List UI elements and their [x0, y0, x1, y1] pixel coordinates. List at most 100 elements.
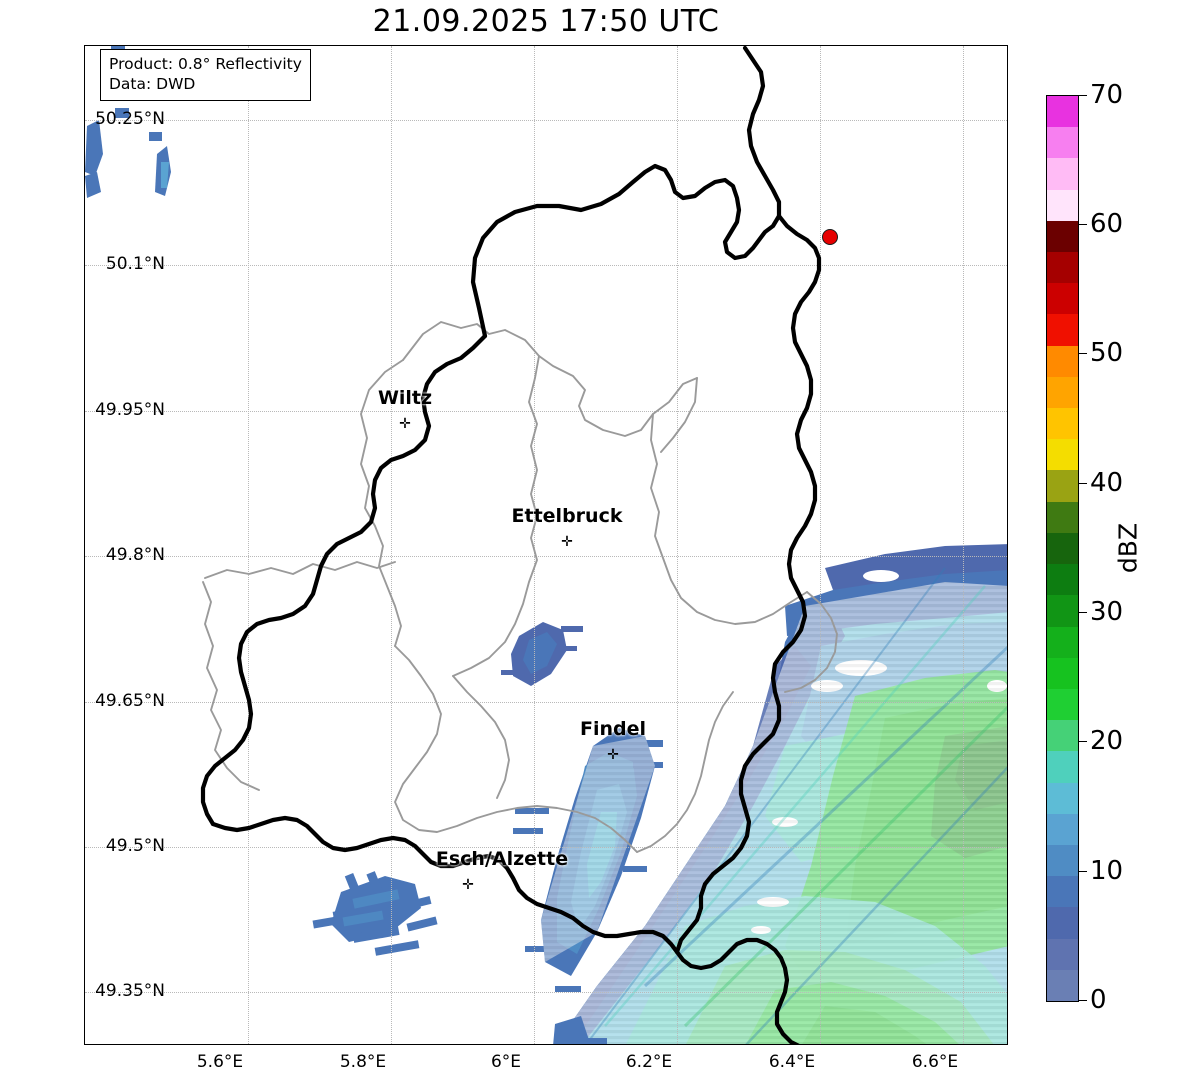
- colorbar-tick-0: [1078, 1000, 1087, 1001]
- colorbar-band: [1047, 626, 1078, 658]
- colorbar-band: [1047, 907, 1078, 939]
- colorbar-band: [1047, 345, 1078, 377]
- tick-lat: [84, 120, 85, 121]
- city-label-wiltz: Wiltz: [377, 387, 433, 409]
- colorbar-band: [1047, 376, 1078, 409]
- radar-reflectivity-layer: [85, 46, 1007, 1044]
- colorbar-label-0: 0: [1090, 985, 1107, 1015]
- y-axis-label-4: 49.95°N: [95, 400, 165, 420]
- city-marker-findel: ✛: [607, 747, 619, 763]
- gridline-lon: [391, 46, 392, 1044]
- y-axis-label-5: 50.1°N: [105, 254, 165, 274]
- canton-boundaries: [202, 321, 838, 853]
- colorbar-band: [1047, 501, 1078, 533]
- gridline-lat: [85, 847, 1007, 848]
- country-border-luxembourg: [200, 46, 822, 1044]
- colorbar-band: [1047, 252, 1078, 284]
- info-data-line: Data: DWD: [109, 75, 196, 94]
- colorbar-band: [1047, 782, 1078, 814]
- colorbar-label-30: 30: [1090, 597, 1124, 627]
- colorbar-band: [1047, 189, 1078, 221]
- colorbar-band: [1047, 532, 1078, 565]
- colorbar-band: [1047, 96, 1078, 128]
- y-axis-label-0: 49.35°N: [95, 981, 165, 1001]
- map-canvas: Wiltz ✛ Ettelbruck ✛ Findel ✛ Esch/Alzet…: [85, 46, 1007, 1044]
- colorbar-band: [1047, 969, 1078, 1001]
- colorbar-tick-30: [1078, 612, 1087, 613]
- colorbar-label-40: 40: [1090, 468, 1124, 498]
- y-axis-label-3: 49.8°N: [105, 545, 165, 565]
- y-axis-label-2: 49.65°N: [95, 691, 165, 711]
- colorbar-band: [1047, 751, 1078, 783]
- colorbar-band: [1047, 127, 1078, 159]
- x-axis-label-3: 6.2°E: [625, 1052, 673, 1072]
- tick-lon: [391, 1044, 392, 1045]
- colorbar-label-50: 50: [1090, 338, 1124, 368]
- colorbar-tick-60: [1078, 224, 1087, 225]
- tick-lat: [84, 992, 85, 993]
- y-axis-label-1: 49.5°N: [105, 836, 165, 856]
- tick-lon: [963, 1044, 964, 1045]
- colorbar[interactable]: [1046, 95, 1079, 1002]
- x-axis-label-1: 5.8°E: [339, 1052, 387, 1072]
- colorbar-tick-20: [1078, 741, 1087, 742]
- city-label-findel: Findel: [579, 718, 647, 740]
- colorbar-band: [1047, 470, 1078, 502]
- colorbar-band: [1047, 688, 1078, 721]
- y-axis-label-6: 50.25°N: [95, 109, 165, 129]
- x-axis-label-2: 6°E: [490, 1052, 522, 1072]
- tick-lat: [84, 265, 85, 266]
- colorbar-band: [1047, 813, 1078, 845]
- tick-lat: [84, 847, 85, 848]
- colorbar-tick-50: [1078, 353, 1087, 354]
- tick-lat: [84, 411, 85, 412]
- city-label-esch-alzette: Esch/Alzette: [435, 848, 569, 870]
- tick-lat: [84, 702, 85, 703]
- tick-lon: [677, 1044, 678, 1045]
- colorbar-label-60: 60: [1090, 209, 1124, 239]
- colorbar-band: [1047, 938, 1078, 970]
- map-borders-layer: [200, 46, 838, 1044]
- gridline-lon: [820, 46, 821, 1044]
- colorbar-band: [1047, 408, 1078, 440]
- radar-map-plot[interactable]: Wiltz ✛ Ettelbruck ✛ Findel ✛ Esch/Alzet…: [84, 45, 1008, 1045]
- tick-lon: [248, 1044, 249, 1045]
- colorbar-band: [1047, 844, 1078, 877]
- colorbar-title: dBZ: [1113, 522, 1143, 574]
- colorbar-tick-70: [1078, 95, 1087, 96]
- page-title: 21.09.2025 17:50 UTC: [372, 4, 720, 39]
- radar-site-dot-icon: [822, 229, 838, 245]
- gridline-lat: [85, 992, 1007, 993]
- tick-lon: [820, 1044, 821, 1045]
- colorbar-tick-10: [1078, 871, 1087, 872]
- colorbar-band: [1047, 439, 1078, 471]
- product-info-box: Product: 0.8° Reflectivity Data: DWD: [100, 49, 311, 101]
- gridline-lon: [677, 46, 678, 1044]
- colorbar-band: [1047, 220, 1078, 253]
- colorbar-tick-40: [1078, 483, 1087, 484]
- x-axis-label-5: 6.6°E: [911, 1052, 959, 1072]
- gridline-lat: [85, 265, 1007, 266]
- x-axis-label-4: 6.4°E: [768, 1052, 816, 1072]
- info-product-line: Product: 0.8° Reflectivity: [109, 55, 302, 73]
- gridline-lat: [85, 556, 1007, 557]
- colorbar-label-20: 20: [1090, 726, 1124, 756]
- colorbar-label-10: 10: [1090, 856, 1124, 886]
- gridline-lon: [248, 46, 249, 1044]
- city-marker-esch-alzette: ✛: [462, 877, 474, 893]
- gridline-lat: [85, 411, 1007, 412]
- gridline-lon: [534, 46, 535, 1044]
- colorbar-band: [1047, 657, 1078, 689]
- colorbar-band: [1047, 158, 1078, 190]
- city-marker-ettelbruck: ✛: [561, 534, 573, 550]
- colorbar-band: [1047, 720, 1078, 752]
- colorbar-band: [1047, 876, 1078, 908]
- city-label-ettelbruck: Ettelbruck: [511, 505, 623, 527]
- city-marker-wiltz: ✛: [399, 416, 411, 432]
- colorbar-label-70: 70: [1090, 80, 1124, 110]
- x-axis-label-0: 5.6°E: [196, 1052, 244, 1072]
- colorbar-band: [1047, 314, 1078, 346]
- tick-lat: [84, 556, 85, 557]
- gridline-lat: [85, 702, 1007, 703]
- gridline-lat: [85, 120, 1007, 121]
